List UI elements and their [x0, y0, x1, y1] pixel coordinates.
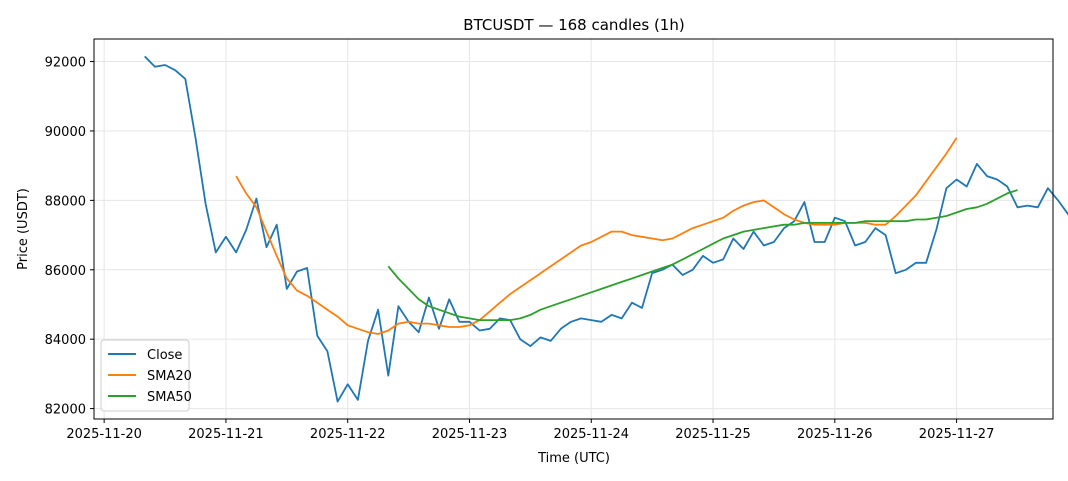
legend-label: Close	[147, 348, 182, 363]
x-axis-title: Time (UTC)	[537, 451, 610, 466]
legend-label: SMA20	[147, 369, 192, 384]
legend-label: SMA50	[147, 390, 192, 405]
x-tick-label: 2025-11-20	[66, 427, 142, 442]
series-line-sma20	[235, 137, 958, 335]
x-tick-label: 2025-11-26	[797, 427, 873, 442]
chart-title: BTCUSDT — 168 candles (1h)	[463, 16, 684, 34]
x-tick-label: 2025-11-23	[432, 427, 508, 442]
y-tick-label: 84000	[45, 333, 86, 348]
series-line-close	[144, 55, 1068, 403]
y-tick-label: 90000	[45, 125, 86, 140]
x-tick-label: 2025-11-25	[675, 427, 751, 442]
x-tick-label: 2025-11-24	[553, 427, 629, 442]
series-line-sma50	[387, 189, 1018, 322]
x-tick-label: 2025-11-27	[919, 427, 995, 442]
y-tick-label: 88000	[45, 194, 86, 209]
y-tick-label: 92000	[45, 56, 86, 71]
y-tick-label: 82000	[45, 403, 86, 418]
y-tick-label: 86000	[45, 264, 86, 279]
legend: Close SMA20 SMA50	[100, 339, 192, 412]
series-lines	[144, 55, 1068, 403]
x-tick-label: 2025-11-21	[188, 427, 264, 442]
plot-frame	[93, 38, 1054, 420]
axis-ticks: 2025-11-20 2025-11-21 2025-11-22 2025-11-23…	[45, 56, 995, 442]
y-axis-title: Price (USDT)	[16, 188, 31, 270]
legend-box	[100, 339, 190, 412]
x-tick-label: 2025-11-22	[310, 427, 386, 442]
grid	[94, 39, 1053, 419]
